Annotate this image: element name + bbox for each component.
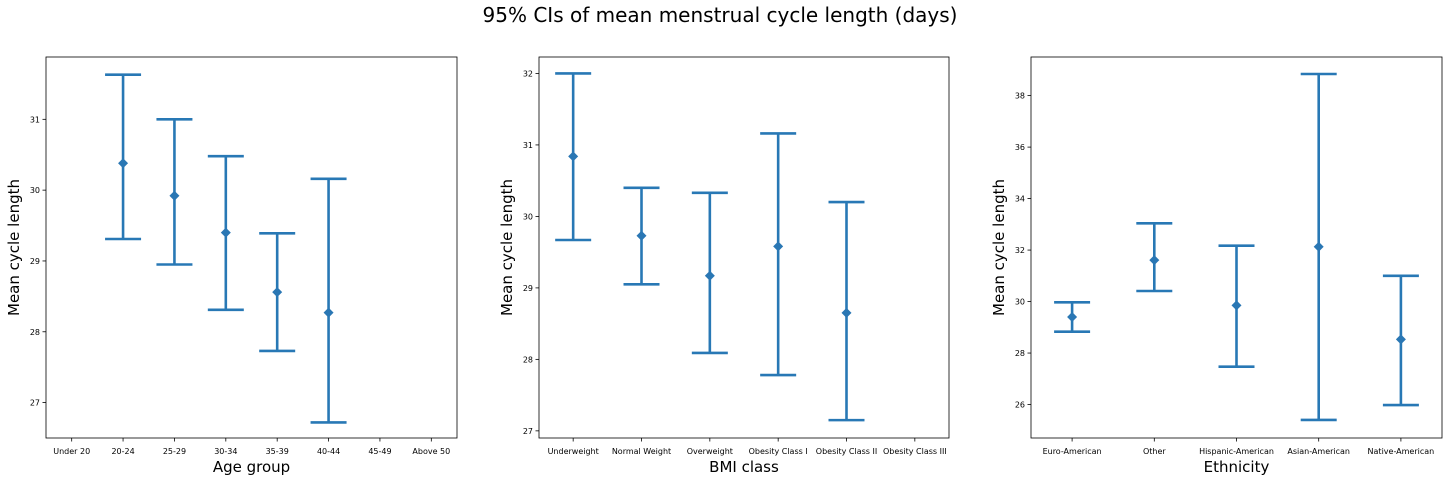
chart-panel-3: 26 28 30 32 34 36 38 Euro-American Other Hispanic… — [990, 56, 1443, 476]
y-axis-label: Mean cycle length — [990, 179, 1008, 316]
x-tick-label: 20-24 — [111, 447, 134, 456]
x-tick-label: Obesity Class I — [749, 447, 808, 456]
errorbar-euro-american — [1054, 301, 1091, 333]
chart-panel-2: 27 28 29 30 31 32 Underweight Normal Weight Over… — [498, 56, 950, 476]
x-tick-label: 40-44 — [317, 447, 340, 456]
y-tick-label: 29 — [523, 284, 533, 293]
errorbar-obesity-class-i — [760, 132, 797, 377]
y-tick-label: 28 — [1015, 349, 1025, 358]
x-axis-label: BMI class — [709, 458, 779, 476]
x-tick-label: Other — [1143, 447, 1166, 456]
mean-marker — [1231, 300, 1242, 311]
y-tick-label: 38 — [1015, 92, 1025, 101]
x-tick-label: Obesity Class II — [816, 447, 877, 456]
errorbar-25-29 — [156, 118, 193, 266]
y-tick-label: 31 — [30, 115, 40, 124]
y-tick-label: 30 — [30, 186, 40, 195]
chart-panel-1: 27 28 29 30 31 Under 20 20-24 25-29 30-34 35-39 40… — [5, 56, 458, 476]
errorbar-20-24 — [105, 73, 142, 241]
figure-title: 95% CIs of mean menstrual cycle length (… — [483, 3, 958, 27]
x-tick-label: 35-39 — [266, 447, 289, 456]
mean-marker — [1395, 334, 1406, 345]
charts-container: 27 28 29 30 31 Under 20 20-24 25-29 30-34 35-39 40… — [5, 56, 1443, 476]
y-tick-label: 28 — [30, 328, 40, 337]
y-tick-label: 27 — [30, 399, 40, 408]
x-tick-label: Underweight — [548, 447, 599, 456]
mean-marker — [1149, 255, 1160, 266]
x-tick-label: 25-29 — [163, 447, 186, 456]
plot-frame — [45, 56, 458, 439]
mean-marker — [272, 287, 283, 298]
y-axis-label: Mean cycle length — [5, 179, 23, 316]
mean-marker — [1313, 241, 1324, 252]
x-tick-label: Above 50 — [412, 447, 450, 456]
x-tick-label: Normal Weight — [612, 447, 671, 456]
x-tick-label: Asian-American — [1287, 447, 1350, 456]
y-tick-label: 34 — [1015, 195, 1025, 204]
y-tick-label: 32 — [1015, 246, 1025, 255]
y-tick-label: 28 — [523, 355, 533, 364]
y-tick-label: 26 — [1015, 401, 1025, 410]
errorbar-other — [1136, 222, 1173, 293]
errorbar-40-44 — [310, 177, 347, 424]
mean-marker — [118, 158, 129, 169]
errorbar-35-39 — [259, 232, 296, 353]
mean-marker — [773, 241, 784, 252]
x-tick-label: Under 20 — [53, 447, 90, 456]
mean-marker — [568, 151, 579, 162]
errorbar-obesity-class-ii — [828, 200, 865, 422]
x-tick-label: Native-American — [1368, 447, 1435, 456]
y-axis-label: Mean cycle length — [498, 179, 516, 316]
errorbar-normal-weight — [623, 186, 660, 286]
x-tick-label: Overweight — [687, 447, 733, 456]
y-tick-label: 30 — [1015, 298, 1025, 307]
plot-frame — [538, 56, 950, 439]
mean-marker — [323, 307, 334, 318]
y-tick-label: 27 — [523, 427, 533, 436]
errorbar-hispanic-american — [1218, 244, 1255, 368]
mean-marker — [169, 190, 180, 201]
errorbar-overweight — [691, 191, 728, 355]
errorbar-asian-american — [1300, 72, 1337, 422]
y-tick-label: 31 — [523, 141, 533, 150]
y-tick-label: 29 — [30, 257, 40, 266]
mean-marker — [636, 230, 647, 241]
x-tick-label: 30-34 — [214, 447, 237, 456]
errorbar-30-34 — [207, 154, 244, 312]
x-axis-label: Ethnicity — [1204, 458, 1270, 476]
mean-marker — [841, 307, 852, 318]
errorbar-native-american — [1382, 274, 1419, 407]
mean-marker — [220, 227, 231, 238]
mean-marker — [704, 270, 715, 281]
y-tick-label: 36 — [1015, 143, 1025, 152]
x-tick-label: Obesity Class III — [883, 447, 947, 456]
x-tick-label: Euro-American — [1043, 447, 1102, 456]
y-tick-label: 30 — [523, 212, 533, 221]
x-tick-label: 45-49 — [368, 447, 391, 456]
y-tick-label: 32 — [523, 69, 533, 78]
x-axis-label: Age group — [213, 458, 290, 476]
x-tick-label: Hispanic-American — [1199, 447, 1274, 456]
mean-marker — [1067, 312, 1078, 323]
errorbar-underweight — [555, 72, 592, 242]
